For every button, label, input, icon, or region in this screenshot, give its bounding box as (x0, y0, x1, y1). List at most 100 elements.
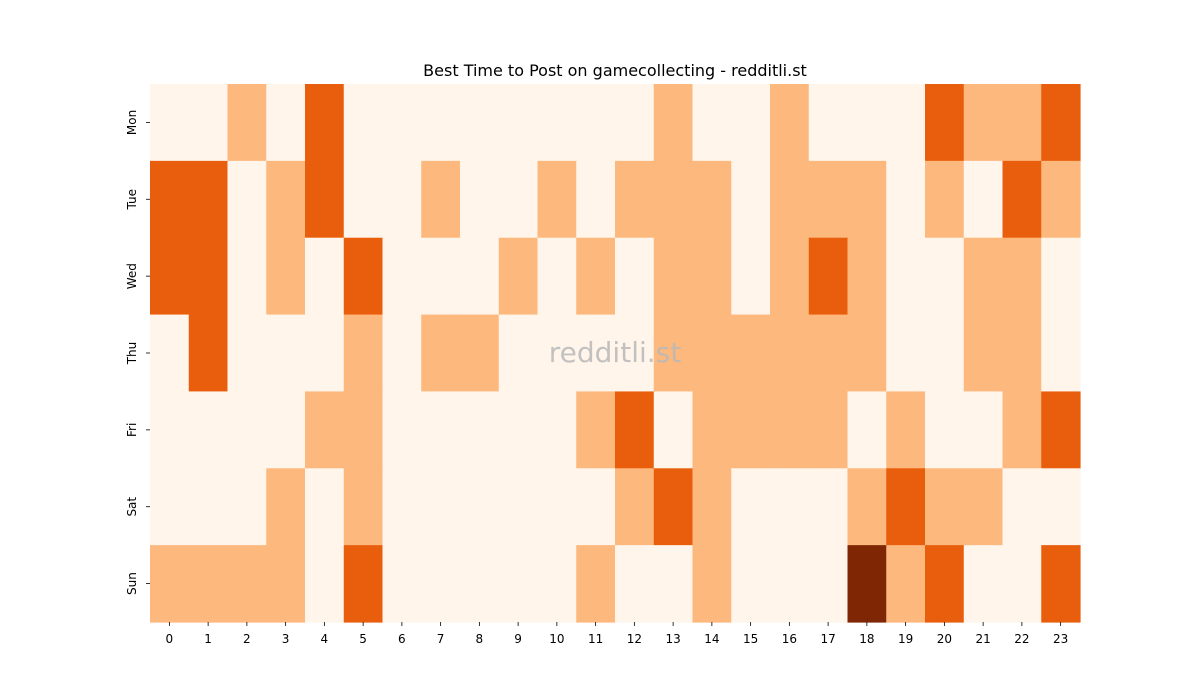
x-tick-label: 23 (1053, 632, 1068, 646)
heatmap-cell-thu-9 (498, 314, 539, 393)
heatmap-cell-mon-20 (925, 84, 965, 162)
heatmap-cell-thu-16 (770, 314, 810, 393)
heatmap-cell-sat-10 (537, 468, 577, 546)
heatmap-cell-thu-23 (1041, 314, 1081, 393)
heatmap-cell-mon-7 (421, 84, 461, 162)
heatmap-cell-wed-9 (498, 237, 539, 316)
heatmap-cell-sun-17 (808, 545, 849, 623)
heatmap-cell-fri-19 (886, 391, 926, 469)
heatmap-cell-sat-1 (188, 468, 229, 546)
heatmap-cell-sat-13 (653, 468, 694, 546)
y-axis: Mon Tue Wed Thu Fri Sat Sun (125, 110, 150, 595)
heatmap-cell-wed-0 (150, 237, 190, 316)
heatmap-cell-sat-17 (808, 468, 849, 546)
heatmap-cell-thu-13 (653, 314, 694, 393)
heatmap-cell-thu-0 (150, 314, 190, 393)
heatmap-cell-mon-11 (576, 84, 616, 162)
heatmap-cell-thu-10 (537, 314, 577, 393)
heatmap-cell-mon-22 (1002, 84, 1042, 162)
heatmap-cell-mon-19 (886, 84, 926, 162)
heatmap-cell-sun-12 (615, 545, 655, 623)
heatmap-cell-fri-11 (576, 391, 616, 469)
heatmap-cell-fri-3 (266, 391, 306, 469)
heatmap-cell-wed-8 (460, 237, 500, 316)
heatmap-cell-sat-15 (731, 468, 771, 546)
heatmap-cell-tue-18 (847, 160, 887, 239)
heatmap-cell-sat-23 (1041, 468, 1081, 546)
heatmap-cell-sat-11 (576, 468, 616, 546)
heatmap-cell-sat-22 (1002, 468, 1042, 546)
heatmap-cell-sat-0 (150, 468, 190, 546)
heatmap-cell-wed-15 (731, 237, 771, 316)
heatmap-cell-wed-2 (227, 237, 267, 316)
heatmap-cell-tue-12 (615, 160, 655, 239)
heatmap-cell-mon-21 (963, 84, 1004, 162)
x-tick-label: 7 (437, 632, 445, 646)
heatmap-cell-tue-1 (188, 160, 229, 239)
heatmap-cell-fri-10 (537, 391, 577, 469)
heatmap-cell-sun-1 (188, 545, 229, 623)
x-tick-label: 8 (476, 632, 484, 646)
heatmap-cell-sun-14 (692, 545, 732, 623)
heatmap-cell-sun-8 (460, 545, 500, 623)
heatmap-cell-tue-2 (227, 160, 267, 239)
heatmap-cell-sun-19 (886, 545, 926, 623)
heatmap-cell-fri-2 (227, 391, 267, 469)
heatmap-cell-tue-20 (925, 160, 965, 239)
heatmap-cell-wed-22 (1002, 237, 1042, 316)
heatmap-cell-mon-1 (188, 84, 229, 162)
heatmap-cell-wed-12 (615, 237, 655, 316)
heatmap-cell-sat-4 (305, 468, 345, 546)
heatmap-cell-wed-4 (305, 237, 345, 316)
heatmap-cell-sun-9 (498, 545, 539, 623)
x-tick-label: 15 (743, 632, 758, 646)
heatmap-cell-tue-5 (343, 160, 384, 239)
heatmap-cell-fri-18 (847, 391, 887, 469)
heatmap-cell-mon-2 (227, 84, 267, 162)
heatmap-cell-fri-1 (188, 391, 229, 469)
heatmap-cell-tue-16 (770, 160, 810, 239)
heatmap-cell-sun-23 (1041, 545, 1081, 623)
heatmap-cell-sun-13 (653, 545, 694, 623)
heatmap-cell-thu-15 (731, 314, 771, 393)
heatmap-cell-fri-6 (382, 391, 422, 469)
x-tick-label: 19 (898, 632, 913, 646)
heatmap-cell-thu-6 (382, 314, 422, 393)
heatmap-cell-sun-21 (963, 545, 1004, 623)
heatmap-cell-tue-14 (692, 160, 732, 239)
heatmap-cell-mon-14 (692, 84, 732, 162)
y-tick-label: Wed (125, 263, 139, 289)
x-tick-label: 6 (398, 632, 406, 646)
watermark: redditli.st (549, 336, 681, 369)
heatmap-cell-mon-0 (150, 84, 190, 162)
y-tick-label: Mon (125, 110, 139, 135)
heatmap-cell-mon-4 (305, 84, 345, 162)
chart-title: Best Time to Post on gamecollecting - re… (423, 61, 807, 80)
heatmap-cell-fri-20 (925, 391, 965, 469)
heatmap-cell-mon-10 (537, 84, 577, 162)
heatmap-cell-thu-19 (886, 314, 926, 393)
x-tick-label: 3 (282, 632, 290, 646)
x-tick-label: 5 (359, 632, 367, 646)
x-tick-label: 17 (820, 632, 835, 646)
heatmap-cell-sat-7 (421, 468, 461, 546)
heatmap-cell-fri-16 (770, 391, 810, 469)
x-tick-label: 9 (514, 632, 522, 646)
heatmap-cell-tue-17 (808, 160, 849, 239)
heatmap-cell-mon-12 (615, 84, 655, 162)
heatmap-cell-tue-3 (266, 160, 306, 239)
heatmap-cell-mon-5 (343, 84, 384, 162)
heatmap-cell-wed-13 (653, 237, 694, 316)
heatmap-cell-thu-4 (305, 314, 345, 393)
heatmap-cell-mon-9 (498, 84, 539, 162)
heatmap-cell-wed-14 (692, 237, 732, 316)
heatmap-cell-fri-15 (731, 391, 771, 469)
heatmap-cell-wed-17 (808, 237, 849, 316)
heatmap-cell-tue-0 (150, 160, 190, 239)
heatmap-cell-wed-10 (537, 237, 577, 316)
x-tick-label: 2 (243, 632, 251, 646)
heatmap-cell-fri-21 (963, 391, 1004, 469)
x-tick-label: 0 (166, 632, 174, 646)
heatmap-cell-sun-0 (150, 545, 190, 623)
